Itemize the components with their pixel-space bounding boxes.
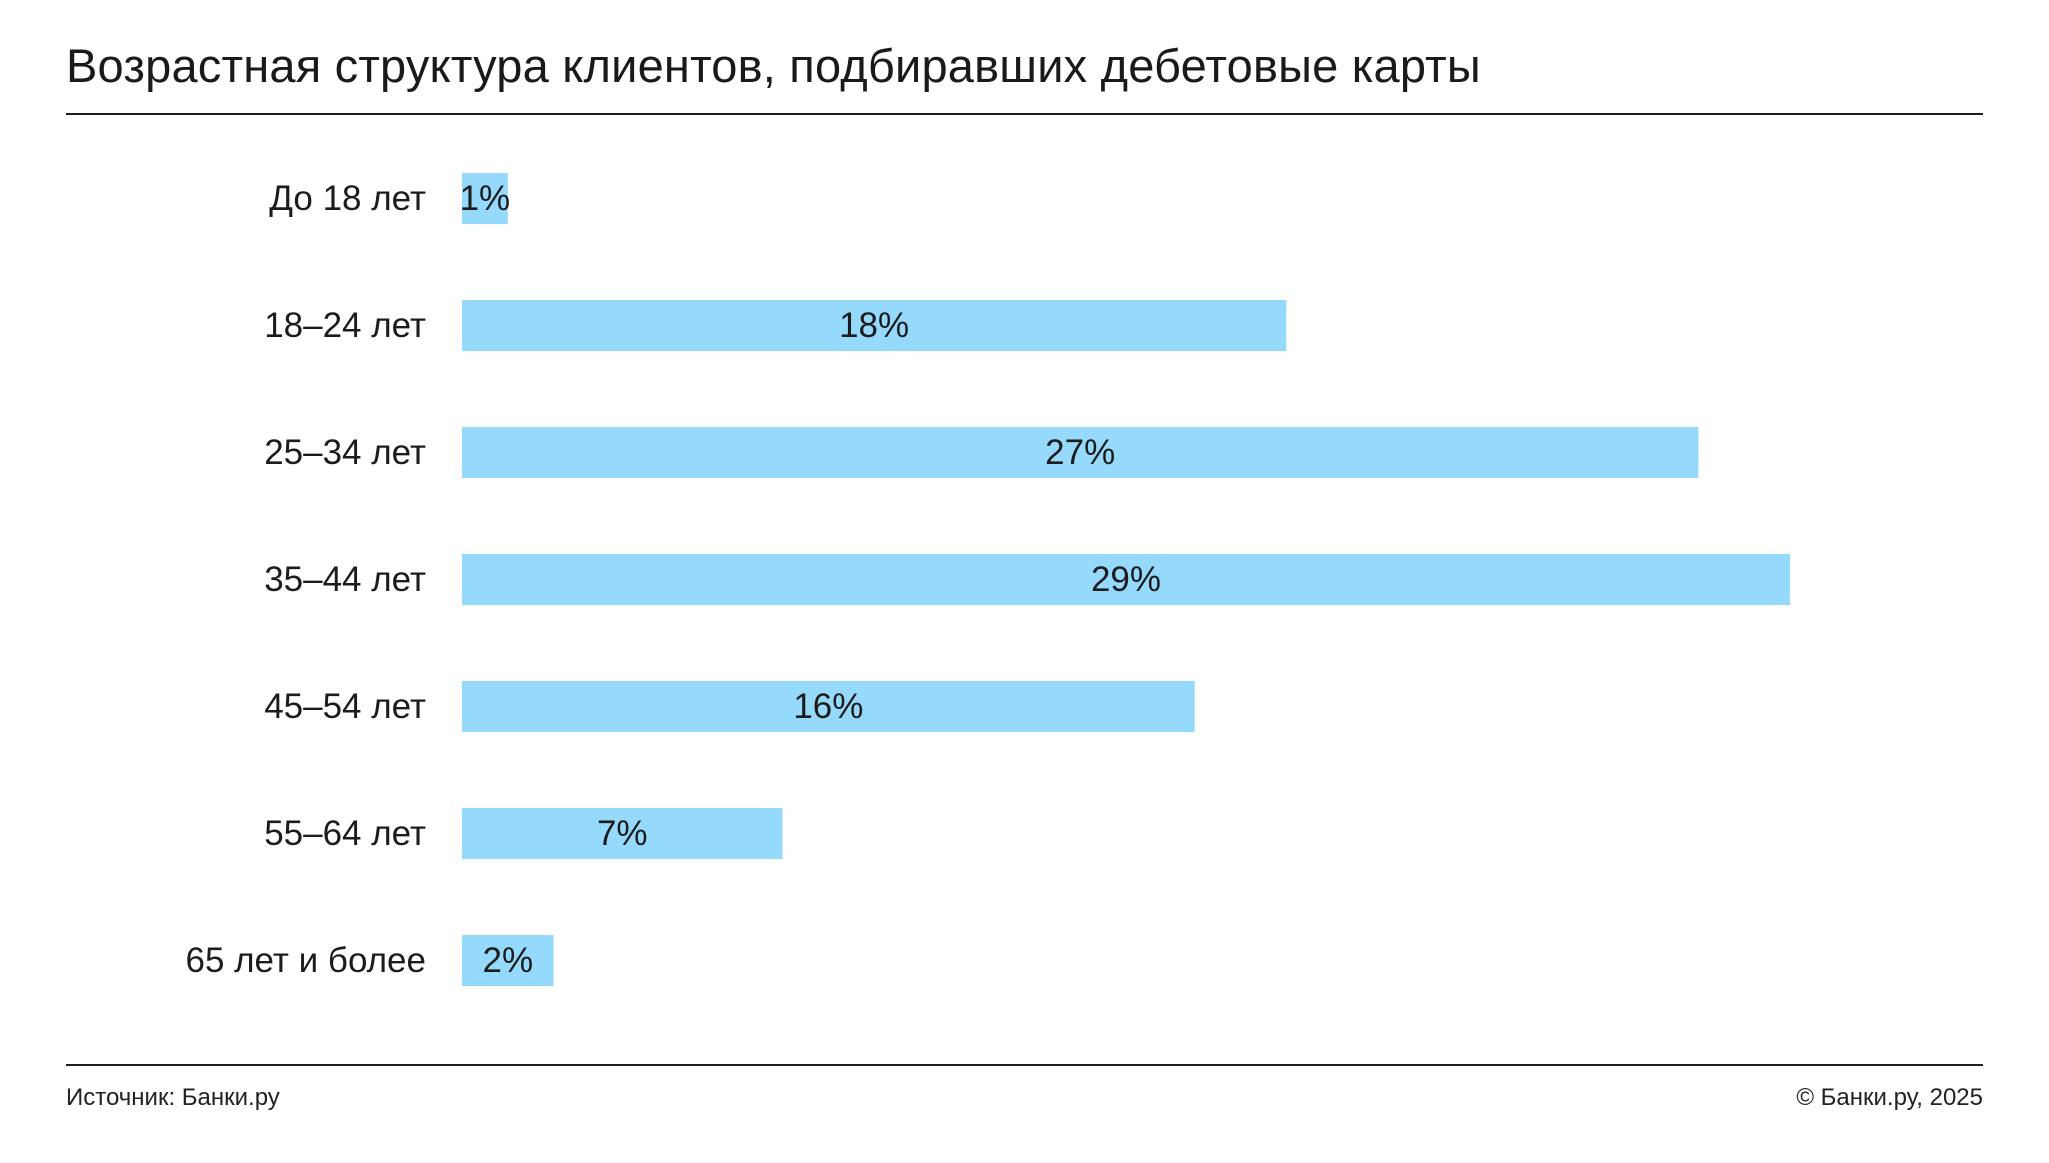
value-label: 1% <box>460 179 511 218</box>
value-label: 29% <box>1091 560 1161 599</box>
bar-2 <box>462 300 1287 351</box>
category-label: 18–24 лет <box>264 306 426 345</box>
copyright-note: © Банки.ру, 2025 <box>1796 1084 1983 1111</box>
bar-4 <box>462 554 1790 605</box>
footer-divider <box>66 1064 1983 1066</box>
value-label: 18% <box>839 306 909 345</box>
value-label: 27% <box>1045 433 1115 472</box>
category-label: 55–64 лет <box>264 814 426 853</box>
bar-5 <box>462 681 1195 732</box>
bar-6 <box>462 808 783 859</box>
bar-1 <box>462 173 508 224</box>
category-label: До 18 лет <box>269 179 426 218</box>
category-label: 45–54 лет <box>264 687 426 726</box>
title-divider <box>66 113 1983 115</box>
value-label: 16% <box>793 687 863 726</box>
value-label: 2% <box>482 941 533 980</box>
category-label: 35–44 лет <box>264 560 426 599</box>
category-label: 65 лет и более <box>185 941 426 980</box>
category-label: 25–34 лет <box>264 433 426 472</box>
source-note: Источник: Банки.ру <box>66 1084 280 1111</box>
bar-3 <box>462 427 1699 478</box>
value-label: 7% <box>597 814 648 853</box>
chart-title: Возрастная структура клиентов, подбиравш… <box>66 39 1481 92</box>
bar-7 <box>462 935 554 986</box>
